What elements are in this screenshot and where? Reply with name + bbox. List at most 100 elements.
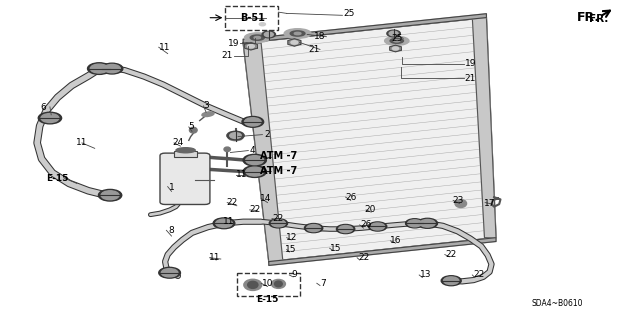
Circle shape [246,156,264,165]
Ellipse shape [455,200,467,207]
Text: 23: 23 [452,196,463,205]
Text: 4: 4 [250,146,255,155]
Text: 16: 16 [390,236,401,245]
Text: 21: 21 [221,51,233,60]
Ellipse shape [394,40,400,42]
Polygon shape [288,39,301,46]
Text: ATM -7: ATM -7 [260,151,297,161]
Text: 25: 25 [343,9,355,18]
Polygon shape [244,42,257,50]
Text: 8: 8 [169,226,174,235]
Text: 26: 26 [345,193,356,202]
Polygon shape [243,43,283,262]
Polygon shape [269,238,496,265]
Text: 18: 18 [314,32,326,41]
Circle shape [248,45,254,48]
Text: 10: 10 [262,279,273,288]
Text: FR.: FR. [589,14,608,24]
Text: 13: 13 [420,271,431,279]
FancyBboxPatch shape [237,273,300,296]
Text: 25: 25 [391,34,403,43]
Text: 11: 11 [223,217,235,226]
Ellipse shape [244,33,270,42]
Text: E-15: E-15 [257,295,278,304]
Text: 2: 2 [265,130,270,139]
Circle shape [307,225,321,232]
Polygon shape [243,14,486,43]
Text: E-15: E-15 [47,174,68,183]
Circle shape [259,23,266,26]
Text: 24: 24 [172,138,184,147]
Polygon shape [472,18,496,238]
Circle shape [408,220,422,227]
Text: 22: 22 [358,253,369,262]
Text: 14: 14 [260,194,271,203]
Text: ATM -7: ATM -7 [260,166,297,176]
Circle shape [389,31,398,36]
Ellipse shape [284,29,311,38]
Ellipse shape [232,13,248,23]
Circle shape [213,218,235,229]
Ellipse shape [237,17,241,19]
Circle shape [387,30,401,37]
Ellipse shape [294,32,301,35]
Ellipse shape [228,135,243,141]
Circle shape [88,63,111,74]
Text: 22: 22 [226,198,237,207]
Text: 26: 26 [360,220,372,229]
Ellipse shape [275,281,282,287]
Circle shape [369,222,387,231]
Text: FR.: FR. [577,11,600,24]
Ellipse shape [271,279,285,288]
Ellipse shape [259,17,262,19]
Text: 11: 11 [76,138,88,147]
Text: 19: 19 [228,39,239,48]
Ellipse shape [385,36,409,45]
Text: 22: 22 [473,271,484,279]
Text: 21: 21 [308,45,319,54]
Circle shape [269,219,287,228]
Ellipse shape [189,127,197,133]
Text: 12: 12 [285,233,297,242]
Circle shape [101,191,119,200]
Circle shape [417,218,438,228]
Text: 15: 15 [285,245,297,254]
Circle shape [41,114,59,122]
Circle shape [420,219,435,227]
Text: 17: 17 [484,199,495,208]
Text: 11: 11 [236,170,248,179]
Circle shape [159,267,180,278]
Circle shape [444,277,459,285]
Polygon shape [243,18,496,262]
Ellipse shape [290,31,305,36]
Ellipse shape [390,38,403,43]
Circle shape [392,47,399,50]
Circle shape [246,167,264,176]
Circle shape [99,189,122,201]
Circle shape [337,225,355,234]
Text: 3: 3 [204,101,209,110]
Circle shape [101,63,123,74]
Circle shape [161,269,178,277]
Circle shape [264,32,273,37]
Text: 22: 22 [445,250,457,259]
Circle shape [230,133,241,138]
Ellipse shape [254,36,260,39]
Circle shape [371,223,385,230]
Circle shape [339,226,353,233]
Ellipse shape [244,279,262,291]
Circle shape [441,276,461,286]
Circle shape [244,118,261,126]
FancyBboxPatch shape [174,151,197,157]
Text: 1: 1 [169,183,174,192]
Circle shape [227,131,244,140]
Ellipse shape [248,281,258,288]
Text: SDA4~B0610: SDA4~B0610 [531,299,582,308]
Text: 11: 11 [209,253,220,262]
Text: 9: 9 [292,271,297,279]
Text: 7: 7 [321,279,326,288]
Text: 22: 22 [249,205,260,214]
FancyBboxPatch shape [225,6,278,30]
Text: 15: 15 [330,244,342,253]
Polygon shape [390,45,401,52]
